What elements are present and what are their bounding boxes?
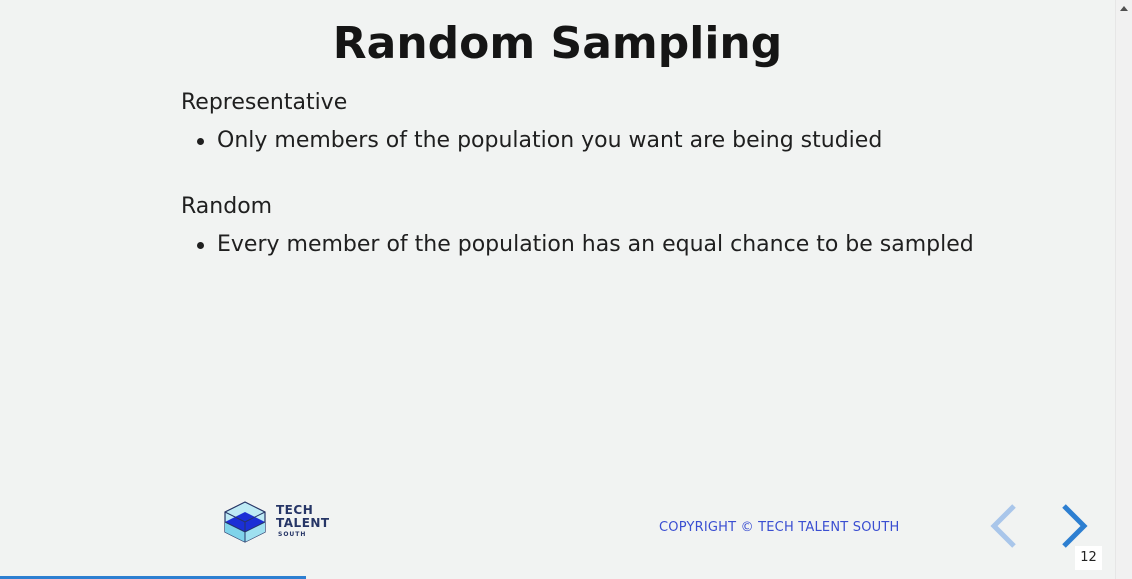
slide-content: Representative Only members of the popul… [181, 88, 1041, 296]
vertical-scrollbar[interactable] [1115, 0, 1132, 579]
logo-text: TECH TALENT SOUTH [276, 504, 330, 540]
bullet-list: Only members of the population you want … [181, 126, 1041, 156]
progress-bar-fill [0, 576, 306, 579]
bullet-text: Every member of the population has an eq… [217, 232, 974, 257]
chevron-right-icon [1062, 504, 1088, 548]
bullet-text: Only members of the population you want … [217, 128, 883, 153]
section-heading: Representative [181, 90, 348, 115]
section-representative: Representative Only members of the popul… [181, 88, 1041, 156]
cube-logo-icon [224, 501, 266, 543]
bullet-dot-icon [197, 138, 204, 145]
copyright-text: COPYRIGHT © TECH TALENT SOUTH [659, 520, 900, 535]
section-random: Random Every member of the population ha… [181, 192, 1041, 260]
chevron-left-icon [990, 504, 1016, 548]
slide-title: Random Sampling [332, 18, 783, 69]
section-heading: Random [181, 194, 273, 219]
previous-slide-button[interactable] [986, 502, 1022, 550]
progress-bar [0, 576, 1115, 579]
scroll-up-icon[interactable] [1120, 6, 1128, 11]
company-logo: TECH TALENT SOUTH [221, 500, 331, 544]
logo-line: TECH [276, 503, 314, 517]
bullet-item: Only members of the population you want … [197, 126, 1041, 156]
next-slide-button[interactable] [1056, 502, 1092, 550]
bullet-list: Every member of the population has an eq… [181, 230, 1041, 260]
logo-line: TALENT [276, 516, 330, 530]
slide-number: 12 [1075, 546, 1102, 570]
bullet-item: Every member of the population has an eq… [197, 230, 1041, 260]
bullet-dot-icon [197, 242, 204, 249]
logo-line: SOUTH [278, 531, 307, 538]
